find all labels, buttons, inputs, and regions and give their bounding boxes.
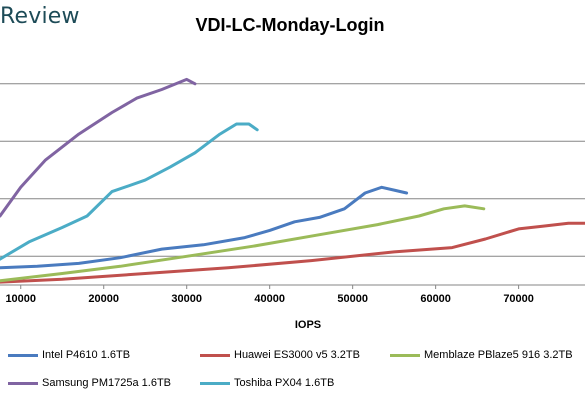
series-line-1 <box>0 185 409 270</box>
legend-label: Intel P4610 1.6TB <box>42 349 131 362</box>
legend-label: Huawei ES3000 v5 3.2TB <box>234 349 360 362</box>
x-axis-label: IOPS <box>295 319 321 331</box>
x-tick-label: 60000 <box>420 293 451 305</box>
legend-item: Huawei ES3000 v5 3.2TB <box>200 349 360 363</box>
legend-swatch <box>200 353 230 357</box>
series-line-5 <box>0 122 259 261</box>
legend-item: Intel P4610 1.6TB <box>8 349 130 363</box>
x-tick-label: 50000 <box>337 293 368 305</box>
series-line-3 <box>0 204 486 283</box>
x-axis: 10000 20000 30000 40000 50000 60000 70000 <box>0 284 585 305</box>
x-tick-label: 40000 <box>254 293 285 305</box>
x-tick-label: 20000 <box>88 293 119 305</box>
legend-swatch <box>8 353 38 357</box>
x-tick-label: 30000 <box>171 293 202 305</box>
legend-item: Samsung PM1725a 1.6TB <box>8 377 171 391</box>
series-line-2 <box>0 221 585 284</box>
series-line-4 <box>0 77 197 218</box>
brand-logo-text: Review <box>0 4 80 29</box>
x-tick-label: 10000 <box>5 293 36 305</box>
chart-title: VDI-LC-Monday-Login <box>195 15 385 35</box>
gridlines <box>0 83 585 257</box>
legend-swatch <box>200 381 230 385</box>
legend-item: Memblaze PBlaze5 916 3.2TB <box>390 349 573 363</box>
series-lines <box>0 77 585 284</box>
legend-label: Memblaze PBlaze5 916 3.2TB <box>424 349 573 362</box>
x-tick-label: 70000 <box>503 293 534 305</box>
legend-swatch <box>8 381 38 385</box>
legend-swatch <box>390 353 420 357</box>
legend-item: Toshiba PX04 1.6TB <box>200 377 334 391</box>
legend-label: Toshiba PX04 1.6TB <box>234 377 335 390</box>
legend-label: Samsung PM1725a 1.6TB <box>42 377 172 390</box>
